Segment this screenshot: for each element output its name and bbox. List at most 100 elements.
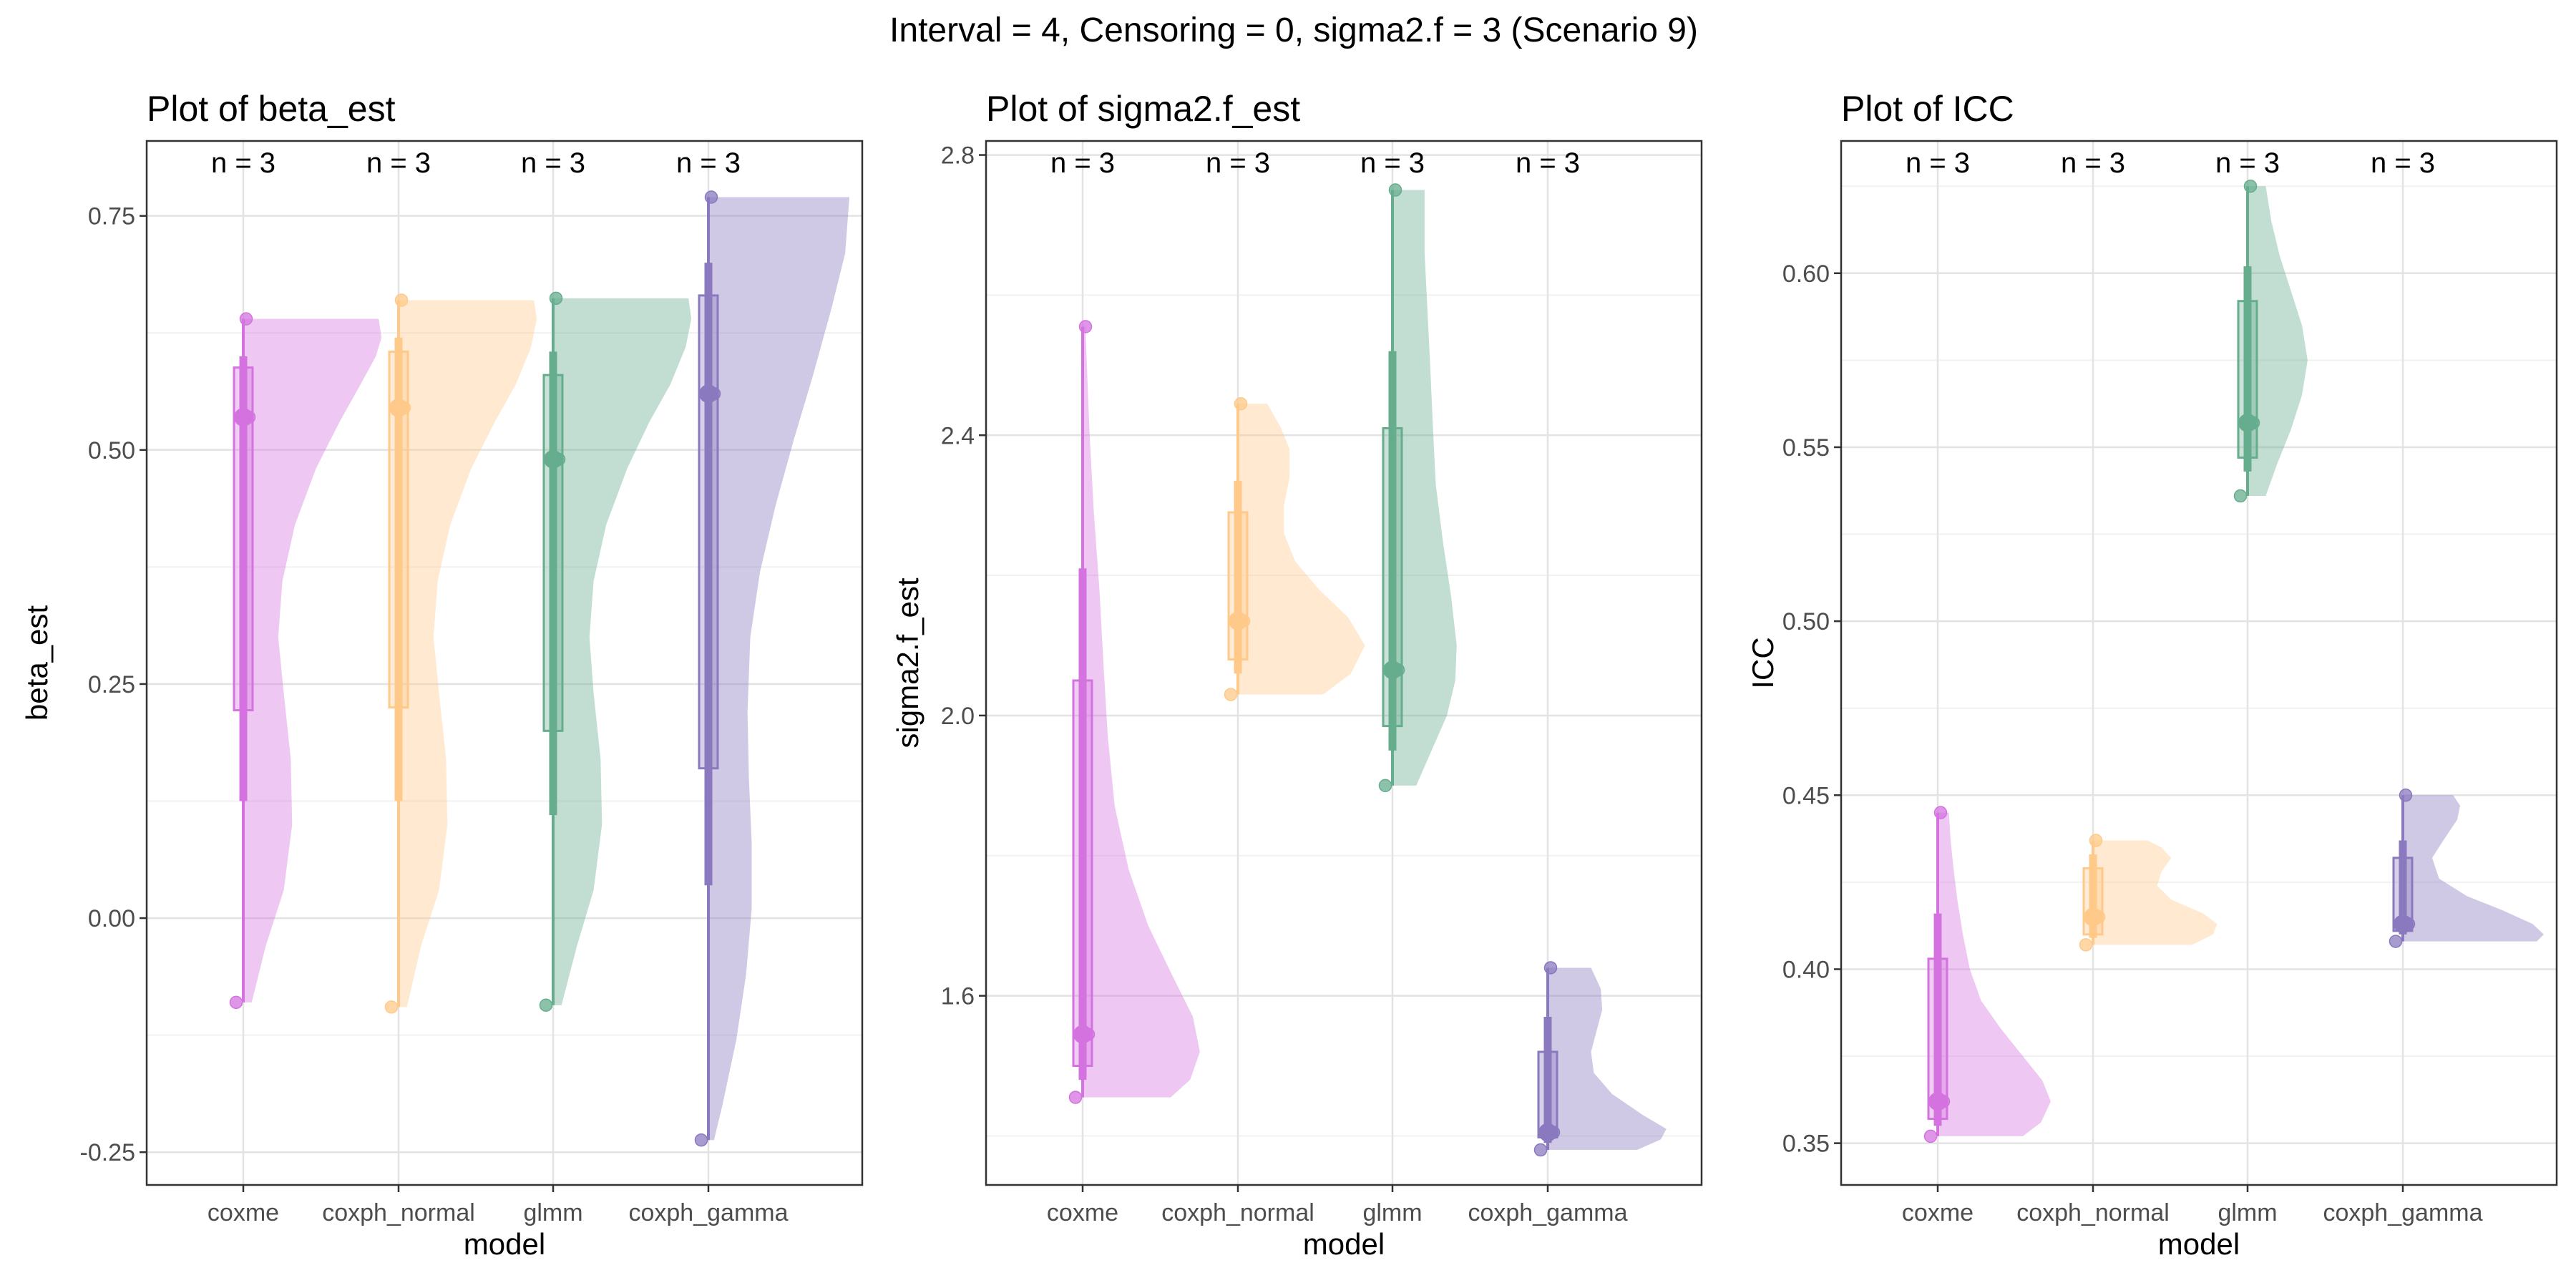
n-label: n = 3 [366,147,431,179]
n-label: n = 3 [2061,147,2125,179]
data-point [2243,179,2258,193]
data-point [1081,1028,1096,1041]
y-tick-label: 0.35 [1782,1131,1830,1158]
density-cloud [400,300,537,1008]
panel-background [147,141,862,1185]
y-tick-label: 0.55 [1782,434,1830,462]
panel-title: Plot of beta_est [147,89,396,129]
y-axis-label: sigma2.f_est [891,577,924,748]
x-axis-label: model [1303,1227,1385,1261]
data-point [2233,489,2248,503]
data-point [2079,938,2093,952]
y-tick-label: 2.8 [941,142,975,170]
density-cloud [1084,326,1200,1098]
n-label: n = 3 [1360,147,1425,179]
x-tick-label: coxph_gamma [1468,1199,1627,1226]
y-tick-label: -0.25 [80,1139,136,1166]
data-point [1936,1095,1951,1108]
data-point [704,190,718,204]
figure-title: Interval = 4, Censoring = 0, sigma2.f = … [889,11,1698,49]
density-cloud [710,197,849,1141]
density-cloud [2094,840,2218,945]
series-glmm: n = 3 glmm [1360,147,1457,1226]
panel-border [145,140,864,1186]
n-label: n = 3 [1050,147,1115,179]
data-point [1546,1126,1561,1139]
n-label: n = 3 [676,147,741,179]
panel-title: Plot of ICC [1841,89,2014,129]
panel-background [986,141,1702,1185]
density-cloud [2404,795,2544,942]
data-point [242,410,256,424]
y-tick-label: 1.6 [941,983,975,1010]
x-tick-label: coxme [1047,1199,1118,1226]
y-tick-label: 2.4 [941,422,975,449]
data-point [2246,416,2260,430]
series-coxph_normal: n = 3 coxph_normal [322,147,537,1226]
series-coxph_gamma: n = 3 coxph_gamma [1468,147,1667,1226]
data-point [229,995,243,1010]
y-tick-label: 0.00 [88,905,135,932]
data-point [707,387,721,401]
data-point [1391,663,1405,677]
y-axis-label: beta_est [20,605,54,721]
y-tick-label: 0.45 [1782,782,1830,809]
n-label: n = 3 [1206,147,1270,179]
data-point [2401,917,2416,931]
n-label: n = 3 [2215,147,2280,179]
y-tick-label: 0.50 [1782,608,1830,635]
data-point [2389,935,2403,948]
data-point [1378,779,1392,793]
panel-background [1841,141,2557,1185]
series-glmm: n = 3 glmm [521,147,692,1226]
density-cloud [245,318,382,1002]
x-tick-label: coxme [208,1199,279,1226]
n-label: n = 3 [1906,147,1970,179]
x-tick-label: coxph_normal [2016,1199,2170,1226]
data-point [1078,320,1093,333]
panel-border [1840,140,2558,1186]
density-cloud [2249,186,2308,497]
density-cloud [555,298,692,1005]
data-point [1224,688,1238,701]
y-tick-label: 0.50 [88,437,135,464]
data-point [1236,614,1251,628]
y-tick-label: 0.75 [88,203,135,230]
n-label: n = 3 [211,147,275,179]
series-coxme: n = 3 coxme [1047,147,1200,1226]
series-coxph_gamma: n = 3 coxph_gamma [628,147,849,1226]
x-tick-label: coxme [1902,1199,1974,1226]
x-tick-label: coxph_gamma [2323,1199,2482,1226]
data-point [394,293,409,307]
data-point [397,401,411,415]
data-point [2089,834,2103,847]
series-coxph_normal: n = 3 coxph_normal [1161,147,1365,1226]
n-label: n = 3 [1516,147,1580,179]
density-cloud [1549,967,1667,1151]
data-point [1533,1143,1548,1157]
panel-border [985,140,1703,1186]
y-tick-label: 0.40 [1782,956,1830,983]
density-cloud [1239,404,1365,695]
data-point [694,1133,708,1147]
data-point [2092,910,2106,924]
y-tick-label: 0.25 [88,671,135,698]
data-point [552,452,566,467]
y-tick-label: 2.0 [941,703,975,730]
data-point [539,998,553,1013]
x-tick-label: glmm [2218,1199,2277,1226]
data-point [1543,961,1558,975]
data-point [1068,1091,1083,1104]
data-point [1388,183,1402,197]
panel-title: Plot of sigma2.f_est [986,89,1300,129]
x-tick-label: coxph_gamma [628,1199,788,1226]
x-tick-label: coxph_normal [322,1199,475,1226]
x-tick-label: coxph_normal [1161,1199,1314,1226]
x-axis-label: model [2158,1227,2240,1261]
data-point [2399,789,2413,802]
data-point [1933,806,1948,819]
